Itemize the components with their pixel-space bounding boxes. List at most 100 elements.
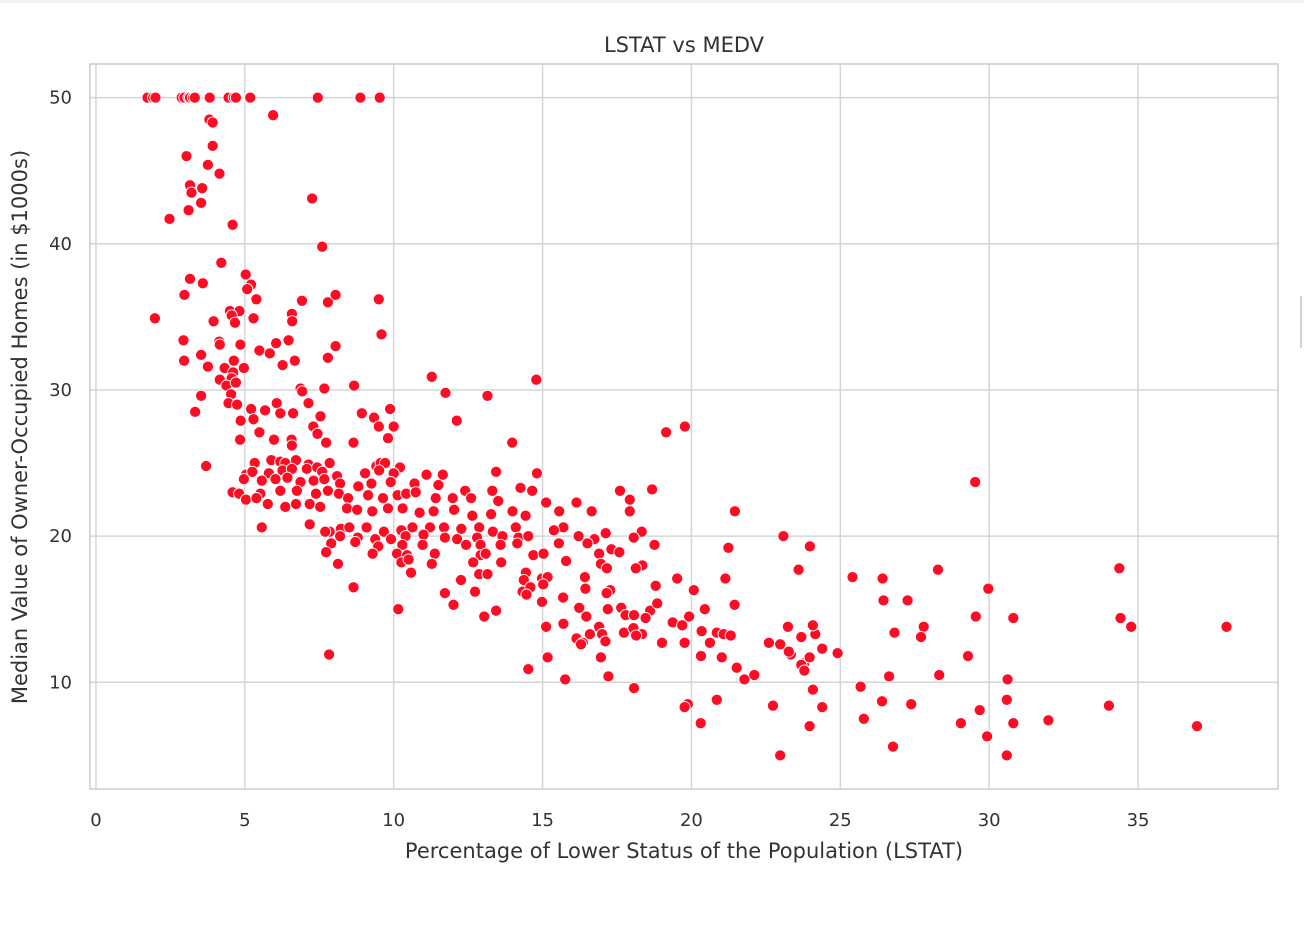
data-point <box>557 591 570 604</box>
data-point <box>200 459 213 473</box>
data-point <box>246 465 259 478</box>
data-point <box>420 468 433 481</box>
data-point <box>547 524 560 537</box>
data-point <box>730 661 743 674</box>
data-point <box>728 598 741 611</box>
data-point <box>803 720 816 733</box>
data-point <box>530 467 543 480</box>
data-point <box>762 636 775 649</box>
data-point <box>402 553 415 566</box>
data-point <box>806 619 819 632</box>
data-point <box>876 572 889 585</box>
data-point <box>409 486 422 499</box>
data-point <box>572 530 585 543</box>
data-point <box>481 568 494 581</box>
data-point <box>573 601 586 614</box>
data-point <box>511 537 524 550</box>
data-point <box>247 413 260 426</box>
data-point <box>340 502 354 515</box>
data-point <box>321 351 334 364</box>
data-point <box>206 116 219 129</box>
data-point <box>774 749 787 762</box>
data-point <box>509 521 522 534</box>
data-point <box>877 594 890 607</box>
data-point <box>613 484 627 497</box>
data-point <box>724 629 737 642</box>
data-point <box>270 337 283 350</box>
x-tick-label: 20 <box>680 810 703 831</box>
data-point <box>703 636 716 649</box>
data-point <box>286 315 299 328</box>
data-point <box>728 505 741 518</box>
data-point <box>719 572 732 585</box>
data-point <box>506 436 519 449</box>
data-point <box>436 468 449 481</box>
data-point <box>318 473 331 486</box>
data-point <box>375 328 388 341</box>
data-point <box>178 288 191 301</box>
data-point <box>816 701 829 714</box>
data-point <box>377 525 390 538</box>
data-point <box>1000 693 1013 706</box>
data-point <box>465 492 478 505</box>
data-point <box>149 91 162 104</box>
data-points <box>141 91 1233 762</box>
data-point <box>683 610 696 623</box>
data-point <box>323 456 336 470</box>
data-point <box>303 497 316 511</box>
data-point <box>478 610 491 623</box>
data-point <box>429 492 442 505</box>
data-point <box>359 467 372 480</box>
data-point <box>854 680 867 693</box>
data-point <box>467 556 480 569</box>
data-point <box>247 312 260 325</box>
data-point <box>816 642 829 655</box>
data-point <box>846 571 859 584</box>
data-point <box>319 525 332 538</box>
data-point <box>623 493 636 506</box>
data-point <box>901 594 914 607</box>
data-point <box>602 670 615 683</box>
data-point <box>195 389 208 402</box>
data-point <box>698 603 711 616</box>
data-point <box>321 296 334 309</box>
data-point <box>454 573 468 587</box>
data-point <box>373 91 386 104</box>
data-point <box>485 508 498 521</box>
data-point <box>343 521 356 534</box>
data-point <box>694 717 707 730</box>
data-point <box>428 547 441 560</box>
scroll-edge-marker <box>1300 296 1302 348</box>
y-tick-label: 50 <box>49 88 72 109</box>
data-point <box>446 492 459 505</box>
data-point <box>306 192 319 205</box>
data-point <box>1001 673 1014 686</box>
data-point <box>777 530 790 543</box>
data-point <box>678 701 691 714</box>
data-point <box>1125 620 1138 633</box>
data-point <box>468 585 482 598</box>
data-point <box>261 497 274 511</box>
data-point <box>931 563 945 576</box>
data-point <box>381 432 395 445</box>
data-point <box>537 578 550 591</box>
data-point <box>1220 620 1233 633</box>
data-point <box>282 334 295 347</box>
x-tick-label: 0 <box>90 810 101 831</box>
data-point <box>522 663 535 676</box>
data-point <box>237 361 250 375</box>
data-point <box>530 373 543 386</box>
data-point <box>722 541 735 554</box>
data-point <box>540 620 553 633</box>
data-point <box>560 554 573 568</box>
data-point <box>396 538 409 551</box>
data-point <box>384 475 397 489</box>
data-point <box>329 340 342 353</box>
data-point <box>427 505 440 518</box>
data-point <box>451 533 464 546</box>
data-point <box>520 588 533 601</box>
data-point <box>263 347 276 360</box>
data-point <box>798 664 811 677</box>
data-point <box>601 603 614 616</box>
data-point <box>417 528 430 541</box>
